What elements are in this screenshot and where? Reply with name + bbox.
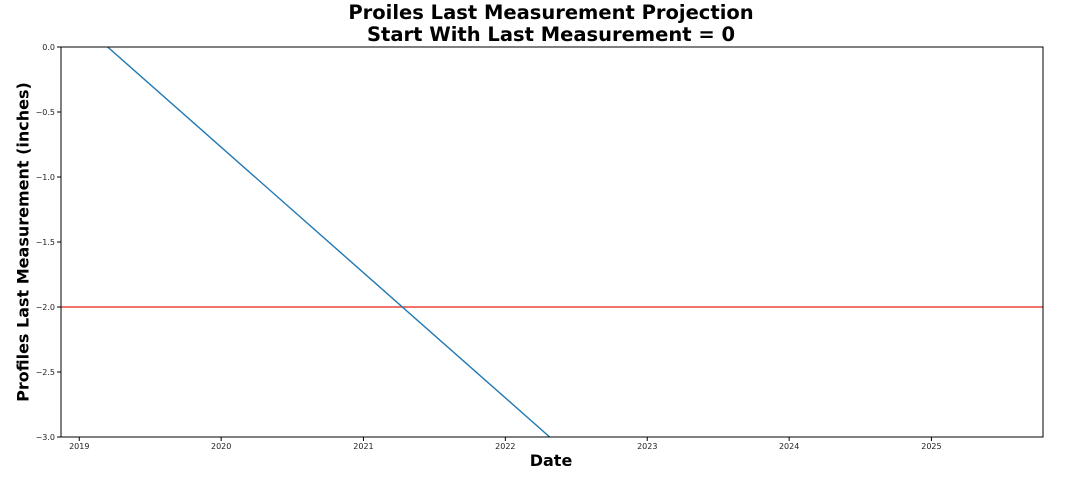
x-tick-label: 2022: [495, 442, 515, 451]
x-tick-label: 2019: [69, 442, 89, 451]
chart-title: Proiles Last Measurement Projection Star…: [0, 2, 1086, 46]
x-tick-label: 2024: [779, 442, 799, 451]
y-tick-label: −3.0: [36, 433, 55, 442]
x-tick-label: 2023: [637, 442, 657, 451]
y-tick-label: −2.0: [36, 303, 55, 312]
ticks-layer: 0.0 −0.5 −1.0 −1.5 −2.0 −2.5 −3.0 2019 2020 2021 2…: [36, 43, 942, 451]
data-layer: [61, 47, 1043, 437]
y-tick-label: −2.5: [36, 368, 55, 377]
y-tick-label: −1.0: [36, 173, 55, 182]
chart-title-line-1: Proiles Last Measurement Projection: [348, 1, 754, 24]
plot-frame: [60, 46, 1044, 438]
chart-title-line-2: Start With Last Measurement = 0: [366, 23, 736, 46]
x-axis-label: Date: [529, 451, 573, 470]
x-tick-label: 2025: [921, 442, 941, 451]
y-tick-label: 0.0: [42, 43, 55, 52]
y-tick-label: −1.5: [36, 238, 55, 247]
x-tick-label: 2021: [353, 442, 373, 451]
x-tick-label: 2020: [211, 442, 231, 451]
y-tick-label: −0.5: [36, 108, 55, 117]
projection-line: [107, 47, 551, 437]
